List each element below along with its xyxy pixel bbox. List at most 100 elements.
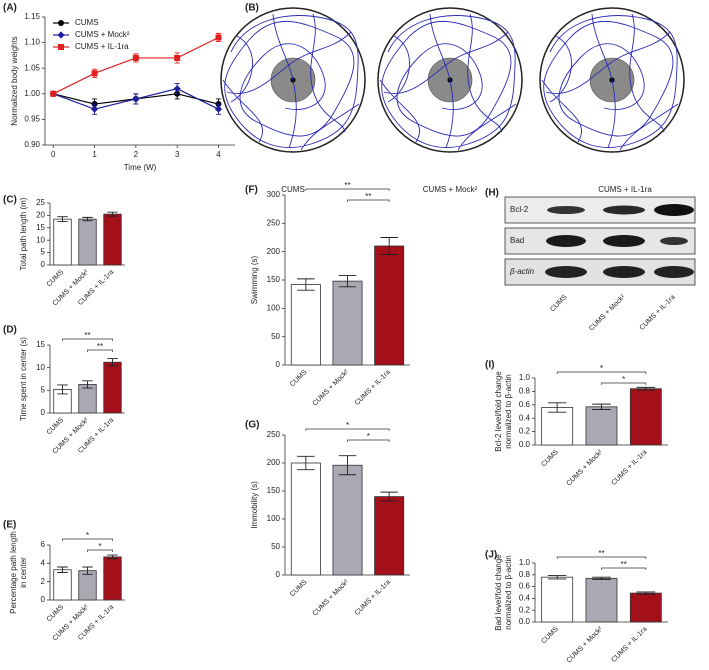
maze-label: CUMS + IL-1ra <box>598 185 652 194</box>
significance-bracket <box>601 567 647 570</box>
y-tick-label: 1.0 <box>519 373 531 382</box>
y-axis-label: normalized to β-actin <box>504 555 513 629</box>
bar <box>290 462 321 576</box>
marker <box>90 105 99 113</box>
y-tick-label: 6 <box>41 540 46 549</box>
error-bar <box>107 358 118 367</box>
y-tick-label: 0 <box>276 570 281 579</box>
bar <box>374 245 405 366</box>
bar <box>585 577 618 623</box>
x-tick-label: CUMS + IL-1ra <box>610 626 648 664</box>
bar <box>541 407 574 446</box>
x-tick-label: CUMS + IL-1ra <box>354 369 392 407</box>
error-bar <box>338 275 357 288</box>
significance-bracket <box>347 199 390 202</box>
y-tick-label: 0.4 <box>519 594 531 603</box>
significance-label: * <box>622 375 625 384</box>
significance-label: ** <box>84 331 90 340</box>
y-tick-label: 0.95 <box>24 115 40 124</box>
y-tick-label: 5 <box>41 385 46 394</box>
y-tick-label: 0 <box>41 260 46 269</box>
significance-label: * <box>98 542 101 551</box>
error-bar <box>57 384 68 395</box>
y-axis-label: in center <box>19 557 28 588</box>
y-tick-label: 0.8 <box>519 387 531 396</box>
maze-track <box>539 7 685 153</box>
y-tick-label: 25 <box>36 198 45 207</box>
significance-label: * <box>346 421 349 430</box>
y-tick-label: 150 <box>267 486 281 495</box>
significance-label: ** <box>344 181 350 190</box>
panel-letter: (A) <box>3 3 17 14</box>
bar <box>332 280 363 366</box>
y-tick-label: 1.0 <box>519 558 531 567</box>
error-bar <box>380 237 398 255</box>
y-tick-label: 20 <box>36 211 45 220</box>
significance-label: ** <box>97 342 103 351</box>
significance-bracket <box>62 538 113 541</box>
y-tick-label: 0.8 <box>519 570 531 579</box>
blot-row-label: Bad <box>510 236 524 245</box>
error-bar <box>82 380 93 389</box>
significance-bracket <box>556 371 647 374</box>
error-bar <box>380 491 398 502</box>
significance-bracket <box>62 338 113 341</box>
x-tick-label: 4 <box>216 150 221 159</box>
y-tick-label: 15 <box>36 223 45 232</box>
significance-label: * <box>367 432 370 441</box>
error-bar <box>297 278 315 291</box>
error-bar <box>82 566 93 575</box>
error-bar <box>297 455 315 471</box>
panel-letter: (D) <box>3 325 17 336</box>
legend-label: CUMS + Mock² <box>75 30 130 39</box>
y-tick-label: 5 <box>41 248 46 257</box>
x-axis-label: Time (W) <box>124 163 157 172</box>
significance-bracket <box>305 188 390 191</box>
y-tick-label: 0.4 <box>519 413 531 422</box>
y-tick-label: 10 <box>36 235 45 244</box>
error-bar <box>338 455 357 476</box>
y-axis-label: Swimming (s) <box>250 255 259 304</box>
panel-letter: (I) <box>485 360 494 371</box>
panel-letter: (F) <box>245 185 258 196</box>
error-bar <box>57 566 68 573</box>
bar <box>290 284 321 366</box>
y-tick-label: 15 <box>36 340 45 349</box>
significance-bracket <box>87 549 113 552</box>
x-tick-label: CUMS + IL-1ra <box>354 579 392 617</box>
significance-label: * <box>86 531 89 540</box>
error-bar <box>592 403 611 410</box>
blot-category: CUMS + IL-1ra <box>639 294 677 332</box>
bar <box>78 384 97 414</box>
marker <box>132 95 140 103</box>
y-axis-label: Normalized body weights <box>10 36 19 125</box>
significance-bracket <box>556 556 647 559</box>
y-tick-label: 0 <box>276 360 281 369</box>
bar <box>629 388 662 446</box>
x-tick-label: CUMS + IL-1ra <box>610 449 648 487</box>
error-bar <box>547 574 567 580</box>
y-tick-label: 0.2 <box>519 427 531 436</box>
bar <box>78 218 97 266</box>
marker <box>215 34 222 41</box>
x-tick-label: CUMS <box>540 626 560 646</box>
bar <box>103 556 122 601</box>
y-axis-label: Bad level/fold change <box>494 554 503 631</box>
panel-letter: (E) <box>3 520 16 531</box>
x-tick-label: CUMS <box>289 579 309 599</box>
panel-letter: (J) <box>485 550 497 561</box>
y-tick-label: 250 <box>267 430 281 439</box>
y-tick-label: 50 <box>271 542 280 551</box>
y-tick-label: 100 <box>267 303 281 312</box>
marker <box>174 54 181 61</box>
error-bar <box>636 591 656 595</box>
x-tick-label: CUMS <box>289 369 309 389</box>
y-axis-label: Time spent in center (s) <box>19 337 28 421</box>
y-tick-label: 4 <box>41 558 46 567</box>
x-tick-label: CUMS <box>46 269 66 289</box>
y-tick-label: 1.05 <box>24 63 40 72</box>
y-tick-label: 50 <box>271 332 280 341</box>
maze-label: CUMS <box>281 185 305 194</box>
